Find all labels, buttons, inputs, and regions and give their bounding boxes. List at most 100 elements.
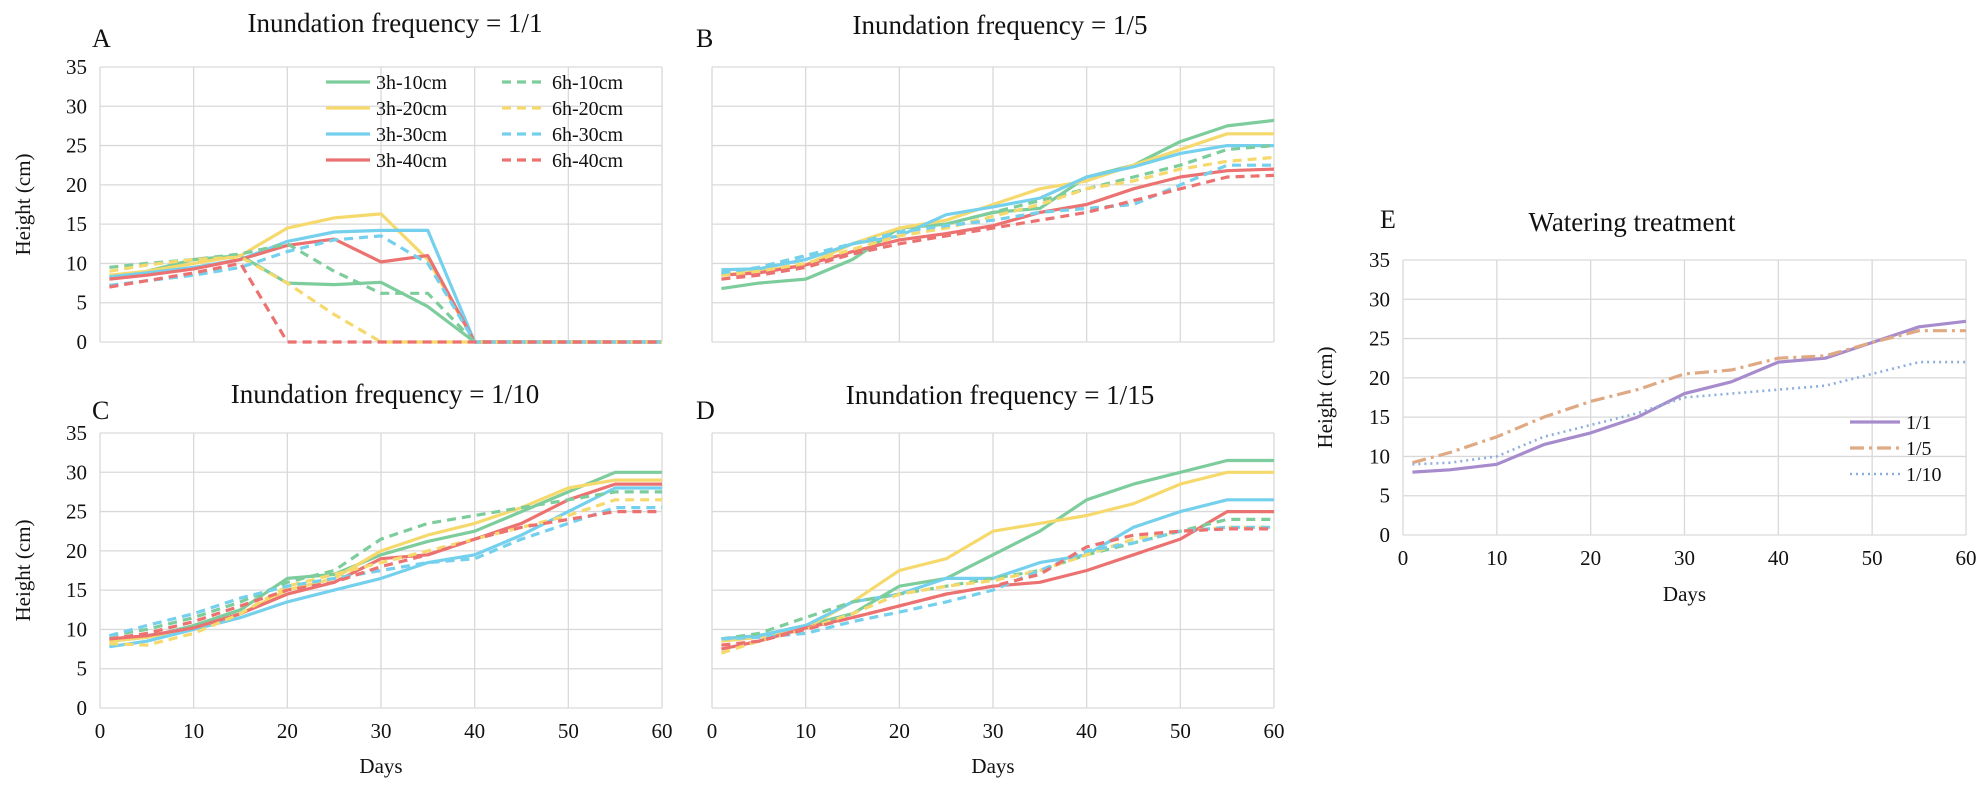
series-line-6h-30cm — [109, 234, 662, 344]
x-tick-label: 20 — [1580, 546, 1601, 570]
y-tick-label: 15 — [66, 212, 87, 236]
series-line-6h-40cm — [109, 261, 662, 344]
legend-label: 3h-30cm — [376, 124, 448, 146]
y-tick-label: 15 — [1369, 405, 1390, 429]
x-tick-label: 30 — [1674, 546, 1695, 570]
legend-label: 6h-20cm — [552, 98, 624, 120]
panel-title: Inundation frequency = 1/1 — [248, 8, 543, 38]
x-tick-label: 30 — [371, 719, 392, 743]
x-tick-label: 0 — [1398, 546, 1409, 570]
x-tick-label: 50 — [1862, 546, 1883, 570]
y-tick-label: 5 — [77, 657, 88, 681]
series-line-3h-20cm — [721, 470, 1274, 643]
series-line-3h-10cm — [721, 458, 1274, 641]
x-tick-label: 60 — [652, 719, 673, 743]
y-tick-label: 10 — [66, 251, 87, 275]
series-line-3h-30cm — [721, 144, 1274, 272]
x-tick-label: 60 — [1264, 719, 1285, 743]
legend-label: 3h-20cm — [376, 98, 448, 120]
x-tick-label: 30 — [983, 719, 1004, 743]
y-tick-label: 25 — [1369, 327, 1390, 351]
legend: 1/1 1/5 1/10 — [1850, 412, 1942, 486]
y-tick-label: 30 — [66, 460, 87, 484]
y-tick-label: 10 — [1369, 444, 1390, 468]
x-tick-label: 40 — [1768, 546, 1789, 570]
series-line-6h-20cm — [721, 155, 1275, 277]
legend-label: 1/10 — [1906, 464, 1942, 486]
panel-c: 0 5 10 15 20 25 30 35 0 10 20 30 40 50 60 Inundation fr… — [11, 379, 673, 778]
series-line-1-10 — [1412, 360, 1966, 466]
y-tick-label: 25 — [66, 134, 87, 158]
series-line-6h-10cm — [109, 490, 662, 638]
panel-title: Inundation frequency = 1/15 — [846, 380, 1154, 410]
x-tick-label: 40 — [464, 719, 485, 743]
y-axis-label: Height (cm) — [11, 153, 35, 255]
x-tick-label: 50 — [1170, 719, 1191, 743]
y-tick-label: 20 — [1369, 366, 1390, 390]
y-tick-label: 35 — [66, 421, 87, 445]
y-axis-label: Height (cm) — [11, 519, 35, 621]
x-tick-label: 40 — [1076, 719, 1097, 743]
y-tick-label: 20 — [66, 539, 87, 563]
x-tick-label: 60 — [1956, 546, 1977, 570]
y-tick-label: 35 — [1369, 248, 1390, 272]
series-line-6h-30cm — [721, 525, 1274, 641]
series-line-6h-30cm — [108, 506, 662, 638]
legend-label: 6h-30cm — [552, 124, 624, 146]
x-tick-label: 10 — [183, 719, 204, 743]
legend-label: 3h-10cm — [376, 72, 448, 94]
series-line-1-5 — [1411, 329, 1966, 465]
panel-b: Inundation frequency = 1/5 B — [696, 10, 1275, 343]
panel-d: 0 10 20 30 40 50 60 Inundation frequency = 1/15… — [696, 380, 1285, 778]
panel-title: Watering treatment — [1529, 207, 1736, 237]
panel-title: Inundation frequency = 1/5 — [853, 10, 1148, 40]
x-tick-label: 0 — [95, 719, 106, 743]
series-line-3h-40cm — [721, 167, 1275, 277]
series-line-6h-10cm — [721, 517, 1274, 641]
series-line-3h-30cm — [721, 498, 1274, 641]
series-line-6h-40cm — [721, 527, 1274, 647]
series-line-3h-20cm — [109, 212, 662, 344]
series-line-6h-20cm — [109, 498, 662, 647]
y-tick-label: 30 — [1369, 287, 1390, 311]
series-line-6h-10cm — [721, 144, 1275, 275]
y-tick-label: 15 — [66, 578, 87, 602]
y-tick-label: 25 — [66, 500, 87, 524]
y-tick-label: 0 — [77, 696, 88, 720]
panel-letter: C — [92, 396, 109, 425]
series-line-1-1 — [1412, 319, 1967, 474]
legend-label: 3h-40cm — [376, 150, 448, 172]
y-tick-label: 5 — [1380, 484, 1391, 508]
x-axis-label: Days — [971, 754, 1014, 778]
panel-letter: A — [92, 24, 111, 53]
legend-label: 6h-10cm — [552, 72, 624, 94]
series-line-3h-40cm — [109, 237, 662, 344]
series-line-6h-10cm — [109, 242, 662, 344]
panel-letter: D — [696, 396, 715, 425]
x-tick-label: 50 — [558, 719, 579, 743]
y-tick-label: 0 — [77, 330, 88, 354]
x-tick-label: 0 — [707, 719, 718, 743]
x-axis-label: Days — [359, 754, 402, 778]
legend-label: 1/1 — [1906, 412, 1932, 434]
legend-label: 6h-40cm — [552, 150, 624, 172]
y-axis-label: Height (cm) — [1313, 346, 1337, 448]
series-line-3h-10cm — [109, 470, 662, 643]
series-line-6h-40cm — [721, 173, 1275, 281]
x-tick-label: 20 — [889, 719, 910, 743]
y-tick-label: 20 — [66, 173, 87, 197]
x-tick-label: 20 — [277, 719, 298, 743]
x-axis-label: Days — [1663, 582, 1706, 606]
panel-a: 0 5 10 15 20 25 30 35 Inundation frequency = 1/1… — [11, 8, 663, 354]
y-tick-label: 30 — [66, 94, 87, 118]
panel-e: 0 5 10 15 20 25 30 35 0 10 20 30 40 50 60 Watering trea… — [1313, 205, 1977, 606]
x-tick-label: 10 — [1486, 546, 1507, 570]
panel-letter: E — [1380, 205, 1396, 234]
y-tick-label: 10 — [66, 617, 87, 641]
y-tick-label: 5 — [77, 291, 88, 315]
legend-label: 1/5 — [1906, 438, 1932, 460]
legend: 3h-10cm 3h-20cm 3h-30cm 3h-40cm 6h-10cm 6h-20… — [326, 72, 624, 172]
x-tick-label: 10 — [795, 719, 816, 743]
panel-title: Inundation frequency = 1/10 — [231, 379, 539, 409]
